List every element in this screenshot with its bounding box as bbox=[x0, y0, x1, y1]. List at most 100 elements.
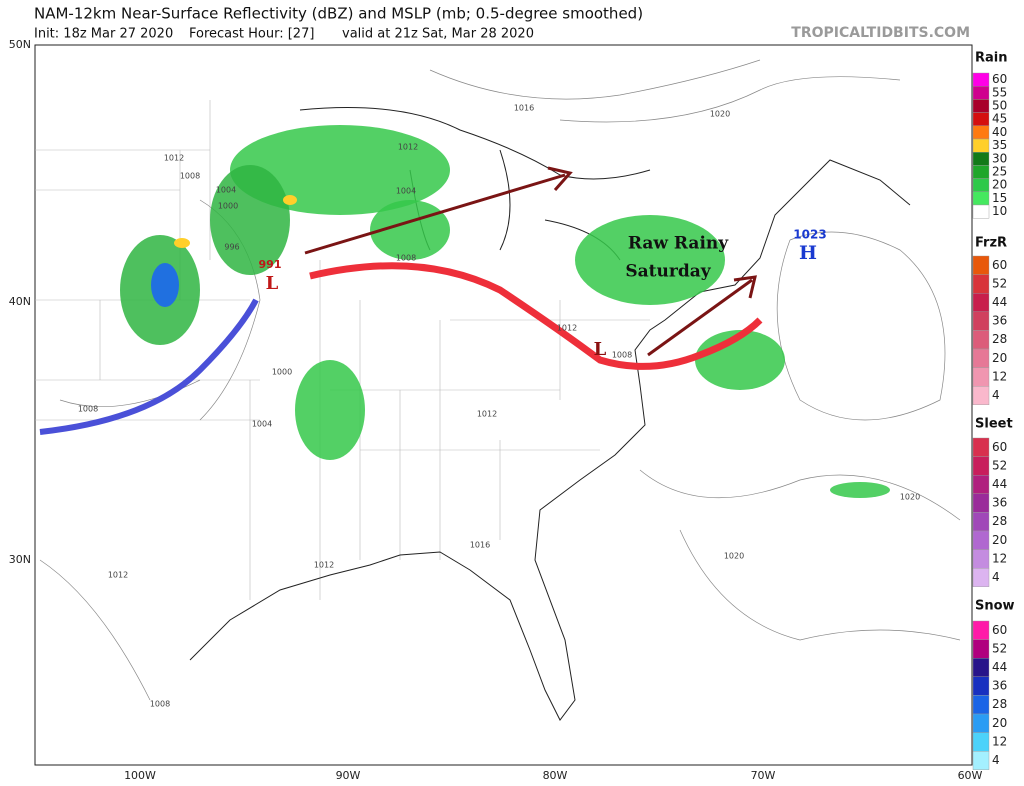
legend-tick-label: 60 bbox=[992, 258, 1007, 272]
legend-tick-label: 36 bbox=[992, 496, 1007, 510]
legend-tick-label: 30 bbox=[992, 151, 1007, 165]
isobar-label: 1004 bbox=[216, 186, 236, 195]
legend-swatch bbox=[972, 620, 990, 640]
latitude-label: 40N bbox=[9, 295, 31, 308]
legend-tick-label: 12 bbox=[992, 369, 1007, 383]
legend-tick-label: 20 bbox=[992, 716, 1007, 730]
legend-tick-label: 40 bbox=[992, 125, 1007, 139]
legend-tick-label: 10 bbox=[992, 204, 1007, 218]
heavy-rain bbox=[174, 238, 190, 248]
legend-tick-label: 36 bbox=[992, 679, 1007, 693]
legend-swatch bbox=[972, 568, 990, 588]
isobar-label: 1004 bbox=[396, 187, 416, 196]
cold-front bbox=[39, 298, 259, 435]
axis-labels: 50N 40N 30N 100W 90W 80W 70W 60W bbox=[9, 38, 983, 782]
snow-area bbox=[151, 263, 179, 307]
isobar-label: 1020 bbox=[724, 552, 744, 561]
legend-swatch bbox=[972, 695, 990, 715]
legend-tick-label: 25 bbox=[992, 165, 1007, 179]
legend-swatch bbox=[972, 85, 990, 100]
legend-swatch bbox=[972, 151, 990, 166]
legend-swatch bbox=[972, 493, 990, 513]
legend-tick-label: 45 bbox=[992, 112, 1007, 126]
legend-swatch bbox=[972, 386, 990, 406]
legend-swatch bbox=[972, 713, 990, 733]
isobar-label: 1012 bbox=[164, 154, 184, 163]
isobar-label: 1000 bbox=[272, 368, 292, 377]
legend-swatch bbox=[972, 512, 990, 532]
longitude-label: 90W bbox=[336, 769, 361, 782]
low-symbol: L bbox=[266, 273, 279, 294]
init: Init: 18z Mar 27 2020 bbox=[34, 27, 173, 42]
legend-swatch bbox=[972, 437, 990, 457]
annotation-line: Raw Rainy bbox=[628, 234, 729, 254]
title: NAM-12km Near-Surface Reflectivity (dBZ)… bbox=[34, 5, 643, 23]
legend-swatch bbox=[972, 112, 990, 126]
legend-swatch bbox=[972, 330, 990, 350]
legend-swatch bbox=[972, 639, 990, 659]
legend-swatch bbox=[972, 311, 990, 331]
legend-title: Rain bbox=[975, 51, 1008, 66]
isobars bbox=[39, 59, 961, 701]
legend-tick-label: 4 bbox=[992, 753, 1000, 767]
rain-area bbox=[230, 125, 450, 215]
legend-tick-label: 52 bbox=[992, 641, 1007, 655]
legend-swatch bbox=[972, 72, 990, 87]
legend-title: Snow bbox=[975, 599, 1015, 614]
rain-area bbox=[575, 215, 725, 305]
isobar-label: 1008 bbox=[78, 405, 98, 414]
legend-tick-label: 20 bbox=[992, 178, 1007, 192]
legend-tick-label: 20 bbox=[992, 351, 1007, 365]
isobar-label: 1016 bbox=[514, 104, 534, 113]
legend-swatch bbox=[972, 255, 990, 275]
legend-swatch bbox=[972, 178, 990, 193]
storm-track-arrow bbox=[304, 173, 566, 255]
legend-swatch bbox=[972, 165, 990, 179]
low-symbol: L bbox=[594, 339, 607, 360]
legend-swatch bbox=[972, 475, 990, 495]
annotation-line: Saturday bbox=[625, 262, 711, 282]
legend-tick-label: 28 bbox=[992, 697, 1007, 711]
isobar-label: 1012 bbox=[314, 561, 334, 570]
longitude-label: 100W bbox=[124, 769, 156, 782]
isobar-label: 1008 bbox=[612, 351, 632, 360]
legend-swatch bbox=[972, 348, 990, 368]
legend-swatch bbox=[972, 99, 990, 113]
legend-swatch bbox=[972, 549, 990, 569]
legend-swatch bbox=[972, 274, 990, 294]
legend-tick-label: 52 bbox=[992, 458, 1007, 472]
legend-tick-label: 20 bbox=[992, 533, 1007, 547]
isobar-label: 1016 bbox=[470, 541, 490, 550]
legend-swatch bbox=[972, 138, 990, 153]
isobar-label: 1012 bbox=[108, 571, 128, 580]
legend-tick-label: 4 bbox=[992, 570, 1000, 584]
legend-tick-label: 44 bbox=[992, 477, 1007, 491]
forecast-hour: Forecast Hour: [27] bbox=[189, 27, 314, 42]
map-frame bbox=[34, 44, 973, 766]
isobar-label: 1004 bbox=[252, 420, 272, 429]
legend-swatch bbox=[972, 732, 990, 752]
legend-tick-label: 15 bbox=[992, 191, 1007, 205]
legend-tick-label: 60 bbox=[992, 72, 1007, 86]
legend-title: Sleet bbox=[975, 417, 1013, 432]
reflectivity bbox=[120, 125, 890, 498]
isobar-label: 1012 bbox=[557, 324, 577, 333]
legend-tick-label: 60 bbox=[992, 623, 1007, 637]
legend-swatch bbox=[972, 676, 990, 696]
legend-tick-label: 60 bbox=[992, 440, 1007, 454]
isobar-label: 1020 bbox=[710, 110, 730, 119]
latitude-label: 50N bbox=[9, 38, 31, 51]
low-pressure-value: 991 bbox=[259, 258, 282, 271]
legend-title: FrzR bbox=[975, 236, 1007, 251]
isobar-label: 1020 bbox=[900, 493, 920, 502]
heavy-rain bbox=[283, 195, 297, 205]
legend-tick-label: 12 bbox=[992, 734, 1007, 748]
legend-tick-label: 55 bbox=[992, 85, 1007, 99]
isobar-label: 1012 bbox=[398, 143, 418, 152]
isobar-label: 1000 bbox=[218, 202, 238, 211]
analysis-annotations bbox=[39, 166, 763, 435]
legend-tick-label: 4 bbox=[992, 388, 1000, 402]
